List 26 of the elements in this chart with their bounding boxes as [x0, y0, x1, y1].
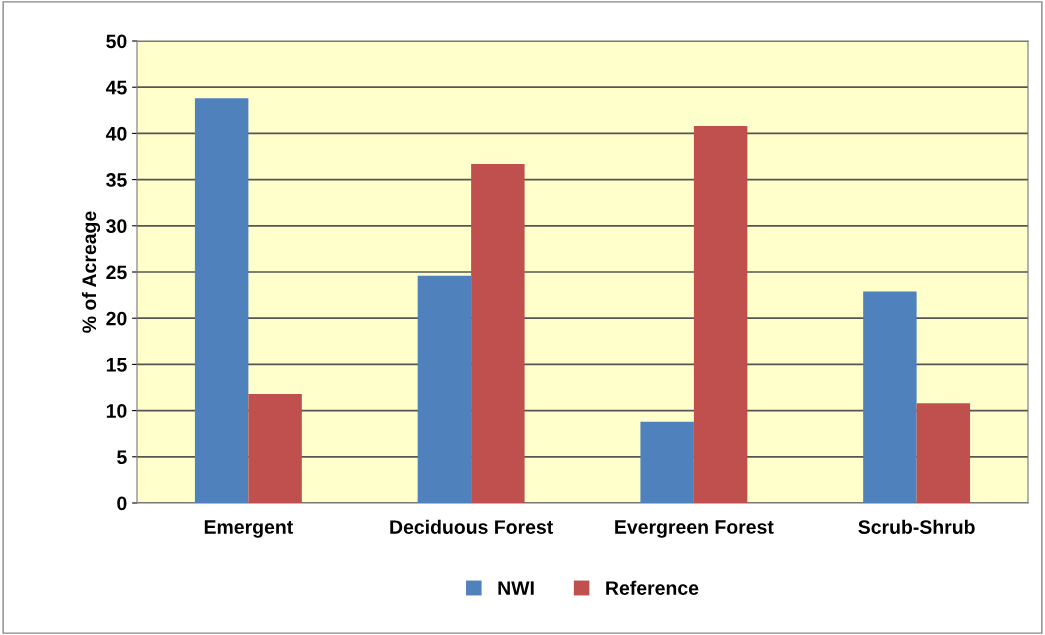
y-tick-label: 20 [106, 311, 127, 326]
y-tick-label: 10 [106, 404, 127, 418]
bar [471, 163, 525, 503]
bar [640, 421, 694, 503]
x-tick-label: Emergent [204, 520, 293, 538]
x-tick-label: Evergreen Forest [615, 520, 774, 538]
y-tick-label: 5 [117, 450, 127, 465]
y-axis-title: % of Acreage [81, 211, 101, 333]
y-tick-label: 30 [106, 219, 127, 234]
y-tick-label: 50 [106, 34, 127, 49]
bar [916, 403, 971, 503]
bar [863, 291, 917, 503]
y-tick-label: 40 [105, 126, 127, 141]
y-tick-label: 15 [106, 358, 127, 372]
bar [693, 126, 748, 503]
bar [417, 275, 472, 503]
y-tick-label: 25 [106, 265, 127, 280]
bar [194, 98, 249, 503]
x-tick-label: Deciduous Forest [390, 519, 554, 534]
y-tick-label: 45 [105, 80, 127, 95]
legend-label: NWI [498, 581, 534, 595]
y-tick-label: 0 [117, 496, 127, 511]
y-tick-label: 35 [106, 173, 127, 187]
bar [248, 393, 302, 503]
x-tick-label: Scrub-Shrub [858, 519, 975, 534]
legend-label: Reference [606, 580, 699, 595]
